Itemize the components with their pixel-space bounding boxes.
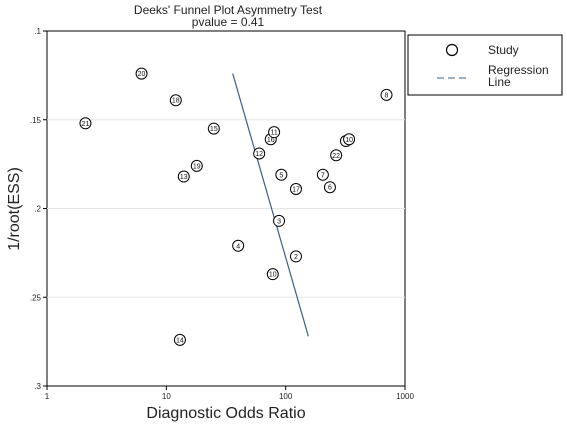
study-point: 15 [207, 122, 220, 135]
study-point-marker [253, 147, 266, 160]
gridlines [47, 119, 405, 298]
study-point-label: 15 [210, 126, 218, 133]
study-point: 10 [266, 268, 279, 281]
study-point-marker [135, 67, 148, 80]
study-point: 11 [268, 126, 281, 139]
study-point-marker [289, 250, 302, 263]
study-point-marker [380, 88, 393, 101]
study-point-marker [275, 168, 288, 181]
study-point-marker [289, 182, 302, 195]
x-tick-label: 10 [162, 392, 171, 401]
study-point-marker [343, 133, 356, 146]
study-point-label: 16 [267, 137, 275, 144]
y-tick-label: .1 [34, 27, 41, 36]
study-point-marker [323, 181, 336, 194]
study-point-label: 19 [193, 163, 201, 170]
study-point-label: 18 [172, 98, 180, 105]
study-point-label: 13 [180, 174, 188, 181]
y-tick-label: .2 [34, 205, 41, 214]
x-tick-label: 1000 [396, 392, 414, 401]
study-point-marker [273, 214, 286, 227]
study-point-label: 2 [294, 254, 298, 261]
x-tick-label: 100 [279, 392, 293, 401]
chart-subtitle: pvalue = 0.41 [192, 15, 265, 29]
study-point-label: 10 [269, 272, 277, 279]
study-point-marker [316, 168, 329, 181]
y-tick-label: .15 [30, 116, 42, 125]
study-point-marker [173, 333, 186, 346]
axis-ticks: .1 .15 .2 .25 .3 1 10 100 1000 [30, 27, 415, 401]
y-axis-label: 1/root(ESS) [6, 167, 23, 251]
study-point-label: 8 [385, 92, 389, 99]
legend-study-label: Study [488, 43, 519, 57]
legend-box [407, 34, 563, 96]
study-point: 21 [79, 117, 92, 130]
regression-line-group [232, 73, 309, 337]
legend: Study Regression Line [407, 34, 563, 96]
study-point: 10 [343, 133, 356, 146]
study-point: 19 [190, 159, 203, 172]
study-point-label: 17 [292, 186, 300, 193]
study-point: 17 [289, 182, 302, 195]
legend-regression-label: Regression Line [488, 63, 549, 89]
study-point: 8 [380, 88, 393, 101]
study-point-marker [266, 268, 279, 281]
study-point-label: 22 [332, 153, 340, 160]
study-point: 6 [323, 181, 336, 194]
study-point-label: 12 [255, 151, 263, 158]
x-axis-label: Diagnostic Odds Ratio [146, 405, 305, 422]
study-point-marker [79, 117, 92, 130]
study-point-label: 20 [138, 71, 146, 78]
study-point-label: 4 [236, 243, 240, 250]
study-point-label: 7 [321, 172, 325, 179]
study-point-label: 10 [345, 137, 353, 144]
study-point: 22 [330, 149, 343, 162]
study-point: 5 [275, 168, 288, 181]
study-point-label: 6 [328, 185, 332, 192]
y-tick-label: .25 [30, 293, 42, 302]
legend-study-marker [445, 43, 459, 57]
study-point: 2 [289, 250, 302, 263]
study-point-label: 21 [82, 121, 90, 128]
study-point-label: 14 [176, 337, 184, 344]
study-point: 20 [135, 67, 148, 80]
study-point-marker [232, 239, 245, 252]
study-point: 3 [273, 214, 286, 227]
study-point-label: 3 [277, 218, 281, 225]
regression-line [232, 73, 309, 337]
study-point: 14 [173, 333, 186, 346]
y-tick-label: .3 [34, 382, 41, 391]
study-point: 4 [232, 239, 245, 252]
study-point: 13 [177, 170, 190, 183]
x-tick-label: 1 [45, 392, 50, 401]
study-point: 7 [316, 168, 329, 181]
study-point-marker [169, 94, 182, 107]
study-point-marker [190, 159, 203, 172]
study-points: 201821151611121913517762211083421014 [79, 67, 393, 346]
study-point-label: 11 [270, 130, 277, 137]
study-point: 18 [169, 94, 182, 107]
study-point-marker [330, 149, 343, 162]
chart-title: Deeks' Funnel Plot Asymmetry Test [134, 3, 323, 17]
study-point-marker [268, 126, 281, 139]
study-point-label: 5 [279, 172, 283, 179]
study-point-marker [207, 122, 220, 135]
study-point: 12 [253, 147, 266, 160]
study-point-marker [177, 170, 190, 183]
